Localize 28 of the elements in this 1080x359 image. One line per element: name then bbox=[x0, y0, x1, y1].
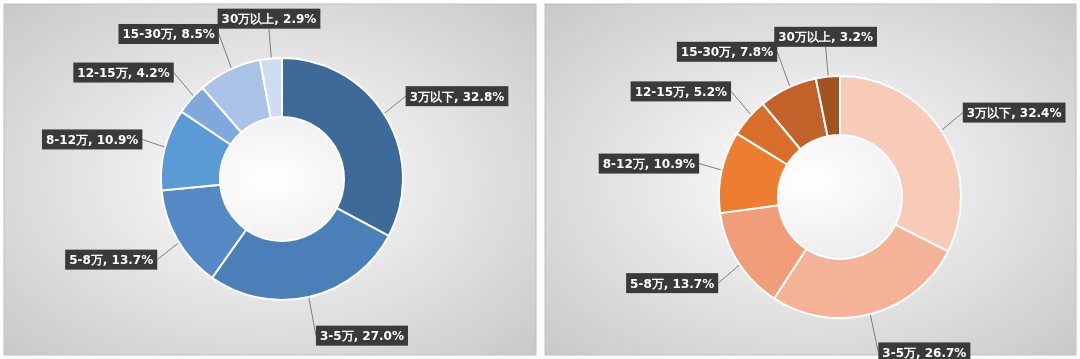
data-label: , 27.0% bbox=[353, 329, 405, 344]
slice-label: 8-12万 bbox=[45, 132, 89, 147]
data-label: , 8.5% bbox=[172, 27, 215, 42]
data-label: , 32.8% bbox=[453, 89, 505, 104]
slice-label: 12-15万 bbox=[77, 66, 128, 81]
slice-label: 15-30万 bbox=[122, 27, 173, 42]
data-label: , 10.9% bbox=[644, 157, 696, 172]
slice-label: 3万以下 bbox=[966, 106, 1012, 121]
data-label: , 26.7% bbox=[916, 345, 967, 359]
data-label: , 5.2% bbox=[685, 84, 728, 99]
slice-label: 3-5万 bbox=[882, 345, 917, 359]
slice-label: 8-12万 bbox=[602, 157, 645, 172]
slice-label: 30万以上 bbox=[221, 12, 275, 27]
data-label: , 7.8% bbox=[731, 45, 774, 60]
slice-label: 15-30万 bbox=[680, 45, 732, 60]
slice-label: 5-8万 bbox=[630, 276, 664, 291]
data-label: , 13.7% bbox=[102, 253, 154, 268]
slice-label: 30万以上 bbox=[778, 30, 831, 45]
data-label: , 2.9% bbox=[274, 12, 317, 27]
slice-label: 3-5万 bbox=[319, 329, 354, 344]
data-label: , 3.2% bbox=[830, 30, 873, 45]
slice-label: 12-15万 bbox=[634, 84, 686, 99]
slice-label: 3万以下 bbox=[409, 89, 454, 104]
data-label: , 32.4% bbox=[1011, 106, 1062, 121]
slice-label: 5-8万 bbox=[69, 253, 103, 268]
data-label: , 4.2% bbox=[127, 66, 170, 81]
data-label: , 10.9% bbox=[88, 132, 139, 147]
data-label: , 13.7% bbox=[663, 276, 715, 291]
